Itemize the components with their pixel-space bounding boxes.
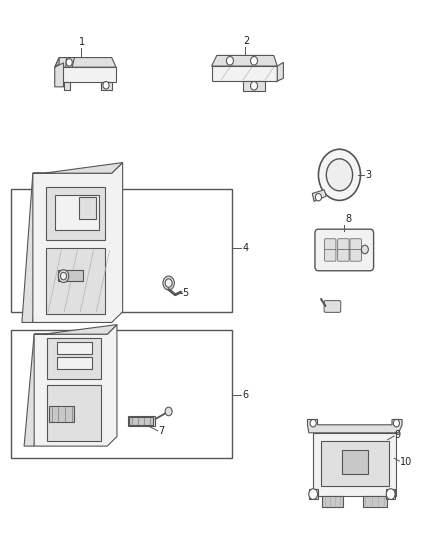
Text: 5: 5 <box>183 288 189 298</box>
Circle shape <box>163 276 174 290</box>
FancyBboxPatch shape <box>324 301 341 312</box>
Text: 7: 7 <box>159 426 165 436</box>
Polygon shape <box>322 496 343 507</box>
Circle shape <box>226 56 233 65</box>
Polygon shape <box>55 58 59 67</box>
Text: 8: 8 <box>345 214 351 224</box>
Polygon shape <box>277 62 283 81</box>
Polygon shape <box>34 325 117 446</box>
Polygon shape <box>79 197 96 219</box>
Circle shape <box>326 159 353 191</box>
Polygon shape <box>386 489 395 499</box>
Polygon shape <box>24 334 44 446</box>
Polygon shape <box>321 441 389 486</box>
Polygon shape <box>22 173 44 322</box>
Text: 9: 9 <box>394 431 400 440</box>
Circle shape <box>318 149 360 200</box>
Circle shape <box>310 419 316 427</box>
Circle shape <box>315 193 321 201</box>
Circle shape <box>361 245 368 254</box>
Polygon shape <box>46 248 105 314</box>
Polygon shape <box>243 81 265 91</box>
Polygon shape <box>128 416 155 426</box>
Circle shape <box>60 272 67 280</box>
Circle shape <box>251 56 258 65</box>
Polygon shape <box>55 195 99 230</box>
Polygon shape <box>33 163 123 173</box>
Polygon shape <box>307 419 402 433</box>
Circle shape <box>165 407 172 416</box>
Circle shape <box>251 82 258 90</box>
Polygon shape <box>57 357 92 369</box>
FancyBboxPatch shape <box>338 239 349 251</box>
Circle shape <box>393 419 399 427</box>
Polygon shape <box>212 55 277 66</box>
Circle shape <box>165 279 172 287</box>
FancyBboxPatch shape <box>315 229 374 271</box>
Circle shape <box>386 489 395 499</box>
Circle shape <box>103 82 109 89</box>
Polygon shape <box>312 190 326 201</box>
Polygon shape <box>129 417 153 425</box>
Polygon shape <box>34 325 117 334</box>
Polygon shape <box>342 450 368 474</box>
Polygon shape <box>309 489 318 499</box>
Polygon shape <box>47 338 101 379</box>
FancyBboxPatch shape <box>325 249 336 261</box>
Text: 1: 1 <box>79 37 85 47</box>
Text: 2: 2 <box>244 36 250 46</box>
Polygon shape <box>313 433 396 496</box>
Bar <box>11 189 232 312</box>
Text: 4: 4 <box>242 243 248 253</box>
Polygon shape <box>33 163 123 322</box>
Polygon shape <box>46 187 105 240</box>
Polygon shape <box>55 58 116 67</box>
Circle shape <box>58 270 69 282</box>
FancyBboxPatch shape <box>338 249 349 261</box>
Polygon shape <box>212 66 277 81</box>
Text: 10: 10 <box>399 457 412 467</box>
Text: 6: 6 <box>242 391 248 400</box>
FancyBboxPatch shape <box>325 239 336 251</box>
Circle shape <box>66 59 72 66</box>
Circle shape <box>309 489 318 499</box>
Polygon shape <box>47 385 101 441</box>
Polygon shape <box>58 270 83 281</box>
Polygon shape <box>57 342 92 354</box>
FancyBboxPatch shape <box>350 249 361 261</box>
Polygon shape <box>55 63 64 87</box>
Bar <box>11 330 232 458</box>
Polygon shape <box>363 496 387 507</box>
Polygon shape <box>55 67 116 82</box>
Text: 3: 3 <box>365 170 371 180</box>
Polygon shape <box>49 406 74 422</box>
Polygon shape <box>101 82 112 90</box>
Polygon shape <box>66 58 74 67</box>
FancyBboxPatch shape <box>350 239 361 251</box>
Polygon shape <box>64 82 70 90</box>
